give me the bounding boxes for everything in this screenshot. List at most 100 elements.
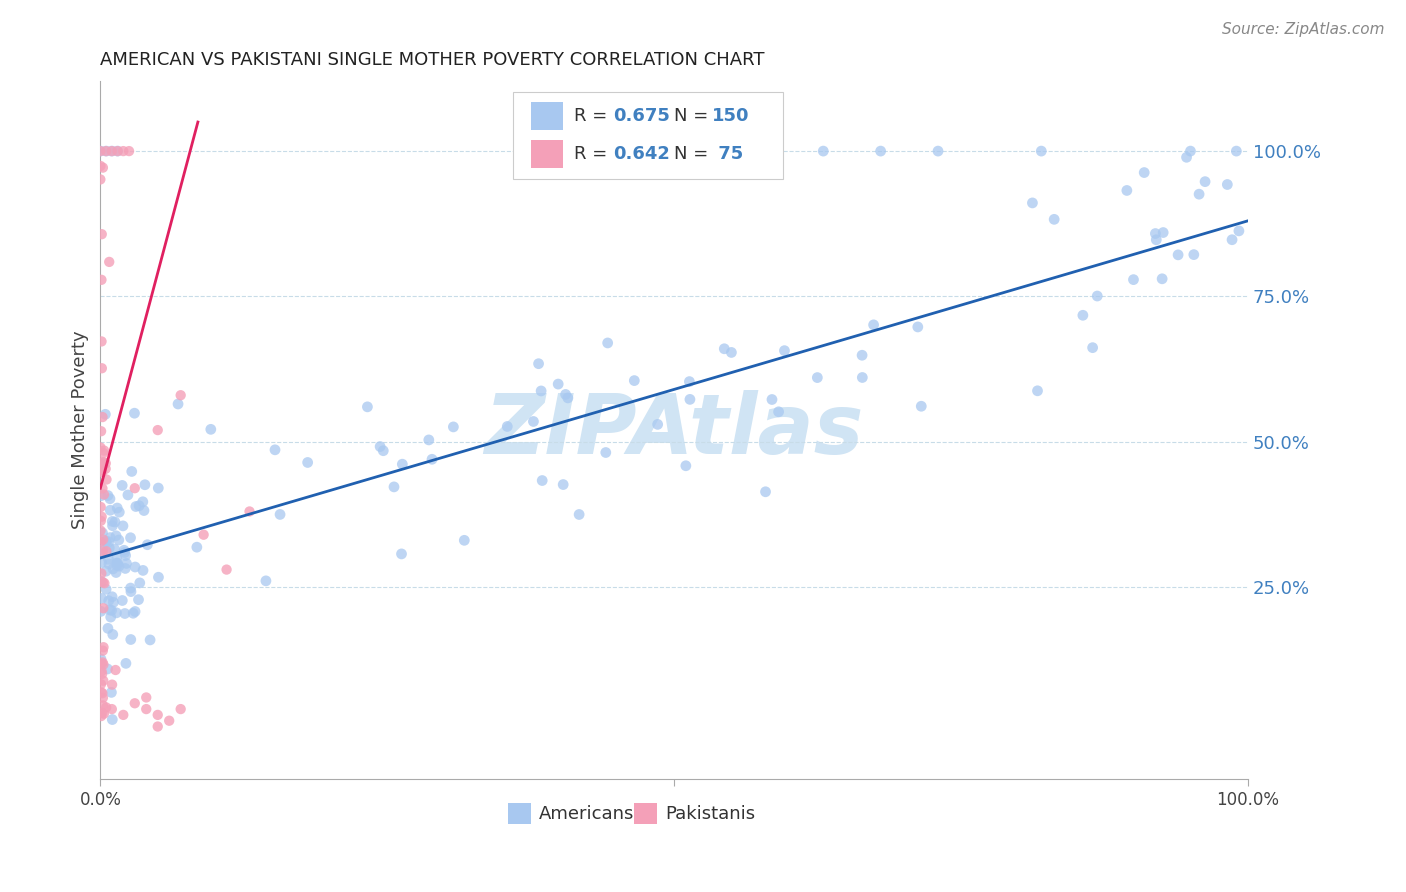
Point xyxy=(90,361,112,376)
Point xyxy=(167,397,190,411)
Point xyxy=(391,547,413,561)
Point xyxy=(90,524,112,538)
Point xyxy=(128,575,150,590)
Text: N =: N = xyxy=(673,145,714,163)
Point xyxy=(114,561,136,575)
Point xyxy=(90,457,112,471)
Point xyxy=(391,457,413,471)
Point xyxy=(115,657,138,671)
Point xyxy=(135,690,157,705)
Point xyxy=(100,603,122,617)
Point xyxy=(105,556,128,570)
Point xyxy=(91,525,114,540)
Point xyxy=(623,374,645,388)
Point xyxy=(128,499,150,513)
Point xyxy=(90,334,112,349)
Point xyxy=(90,664,112,678)
Point xyxy=(98,503,121,517)
Point xyxy=(373,443,395,458)
Point xyxy=(97,552,120,566)
Point xyxy=(1043,212,1066,227)
Point xyxy=(146,719,169,733)
Point xyxy=(382,480,405,494)
Point xyxy=(96,662,118,676)
Point xyxy=(101,678,124,692)
Point xyxy=(215,563,238,577)
Point xyxy=(90,591,112,606)
Point xyxy=(91,446,114,460)
Point xyxy=(441,420,464,434)
Point xyxy=(98,255,121,269)
Point xyxy=(1152,272,1174,286)
Point xyxy=(124,481,146,495)
Point xyxy=(89,455,111,469)
Point xyxy=(91,601,114,615)
Point xyxy=(170,388,193,402)
Point xyxy=(91,533,114,547)
Point xyxy=(103,542,125,557)
Point xyxy=(132,563,155,577)
Point xyxy=(254,574,277,588)
Point xyxy=(1220,233,1243,247)
Point xyxy=(1133,165,1156,179)
Point xyxy=(713,342,735,356)
Point xyxy=(530,384,553,398)
Point xyxy=(93,657,115,672)
Point xyxy=(94,407,117,421)
Point xyxy=(755,144,778,158)
Point xyxy=(90,657,112,671)
Point xyxy=(595,445,617,459)
Point xyxy=(420,452,443,467)
Point xyxy=(90,566,112,581)
Point xyxy=(1085,289,1108,303)
Point xyxy=(94,535,117,549)
Point xyxy=(568,508,591,522)
Point xyxy=(720,345,742,359)
Point xyxy=(773,343,796,358)
Point xyxy=(120,581,142,595)
Point xyxy=(90,514,112,528)
Text: Source: ZipAtlas.com: Source: ZipAtlas.com xyxy=(1222,22,1385,37)
Point xyxy=(136,538,159,552)
Point xyxy=(170,702,193,716)
Point xyxy=(100,685,122,699)
Point xyxy=(1194,175,1216,189)
Point xyxy=(104,663,127,677)
Point xyxy=(124,560,146,574)
Point xyxy=(297,455,319,469)
Point xyxy=(120,632,142,647)
Point xyxy=(93,443,115,458)
Point xyxy=(89,144,111,158)
Point xyxy=(1081,341,1104,355)
Point xyxy=(91,410,114,425)
Point xyxy=(527,357,550,371)
Point xyxy=(105,501,128,516)
Point xyxy=(91,690,114,705)
Point xyxy=(94,564,117,578)
Point xyxy=(553,477,575,491)
Point xyxy=(101,627,124,641)
Point xyxy=(124,406,146,420)
Point xyxy=(91,575,114,590)
Point xyxy=(1122,272,1144,286)
Point xyxy=(135,702,157,716)
Point xyxy=(117,488,139,502)
Point xyxy=(93,706,115,721)
Point xyxy=(90,463,112,477)
Point xyxy=(93,457,115,471)
Point xyxy=(91,673,114,688)
Point xyxy=(94,144,117,158)
Point xyxy=(675,458,697,473)
Point xyxy=(148,481,170,495)
Point xyxy=(94,144,117,158)
Point xyxy=(186,540,208,554)
Point xyxy=(93,455,115,469)
Point xyxy=(862,318,884,332)
Point xyxy=(101,144,124,158)
Point xyxy=(200,422,222,436)
Point xyxy=(1021,195,1043,210)
Point xyxy=(90,709,112,723)
Point xyxy=(108,505,131,519)
Point xyxy=(107,144,129,158)
Point xyxy=(522,415,544,429)
